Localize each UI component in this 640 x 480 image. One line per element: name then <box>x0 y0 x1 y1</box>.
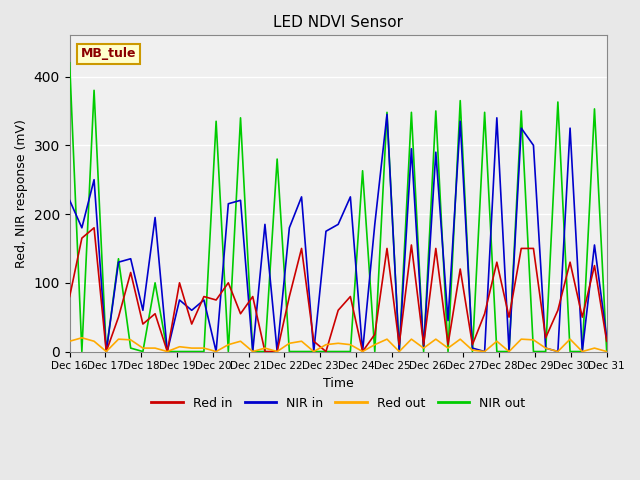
Y-axis label: Red, NIR response (mV): Red, NIR response (mV) <box>15 119 28 268</box>
Legend: Red in, NIR in, Red out, NIR out: Red in, NIR in, Red out, NIR out <box>147 392 530 415</box>
X-axis label: Time: Time <box>323 377 353 390</box>
Text: MB_tule: MB_tule <box>81 48 136 60</box>
Title: LED NDVI Sensor: LED NDVI Sensor <box>273 15 403 30</box>
